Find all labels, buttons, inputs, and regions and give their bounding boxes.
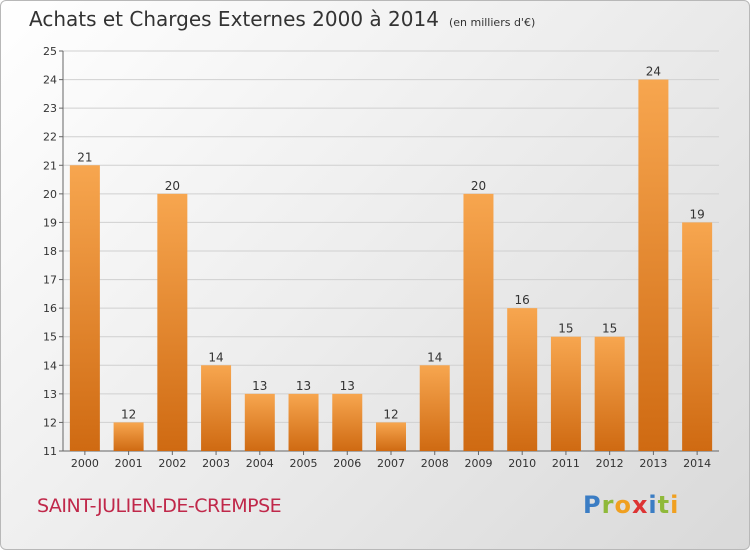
title-text: Achats et Charges Externes 2000 à 2014 (29, 7, 439, 31)
x-tick-label: 2002 (158, 457, 186, 470)
x-tick-labels: 2000 2001 2002 2003 2004 2005 2006 2007 2008 2009… (71, 451, 711, 470)
x-tick-label: 2007 (377, 457, 405, 470)
bar-2012[interactable] (594, 336, 625, 451)
x-tick-label: 2008 (421, 457, 449, 470)
bar-2002[interactable] (157, 193, 188, 451)
chart-title: Achats et Charges Externes 2000 à 2014 (e… (29, 7, 535, 31)
bar-2001[interactable] (113, 422, 144, 451)
title-unit: (en milliers d'€) (448, 16, 536, 29)
bar-2013[interactable] (638, 79, 669, 452)
data-labels: 21 12 20 14 13 13 13 12 14 20 16 15 15 24 19 (77, 65, 705, 422)
data-label: 14 (427, 350, 442, 364)
bar-2005[interactable] (288, 393, 319, 451)
data-label: 21 (77, 150, 92, 164)
bar-2008[interactable] (419, 365, 450, 451)
x-tick-label: 2010 (508, 457, 536, 470)
y-tick-label: 18 (43, 245, 57, 258)
x-tick-label: 2011 (552, 457, 580, 470)
bar-2011[interactable] (550, 336, 581, 451)
data-label: 13 (296, 379, 311, 393)
x-tick-label: 2013 (639, 457, 667, 470)
x-tick-label: 2001 (115, 457, 143, 470)
y-tick-label: 25 (43, 45, 57, 58)
y-tick-label: 14 (43, 359, 57, 372)
data-label: 24 (646, 65, 661, 79)
data-label: 13 (252, 379, 267, 393)
x-tick-label: 2000 (71, 457, 99, 470)
x-tick-label: 2003 (202, 457, 230, 470)
x-tick-label: 2005 (290, 457, 318, 470)
data-label: 20 (165, 179, 180, 193)
bar-2003[interactable] (201, 365, 232, 451)
data-label: 20 (471, 179, 486, 193)
y-tick-label: 15 (43, 331, 57, 344)
bars (69, 79, 713, 452)
data-label: 12 (121, 407, 136, 421)
data-label: 15 (602, 322, 617, 336)
bar-2006[interactable] (332, 393, 363, 451)
proxiti-logo[interactable]: Proxiti (583, 491, 680, 519)
data-label: 14 (208, 350, 223, 364)
data-label: 16 (515, 293, 530, 307)
y-tick-label: 20 (43, 188, 57, 201)
data-label: 13 (340, 379, 355, 393)
bar-2010[interactable] (507, 308, 538, 451)
y-tick-label: 11 (43, 445, 57, 458)
bar-2009[interactable] (463, 193, 494, 451)
y-tick-label: 12 (43, 416, 57, 429)
y-tick-label: 17 (43, 274, 57, 287)
data-label: 19 (689, 207, 704, 221)
y-tick-label: 13 (43, 388, 57, 401)
y-tick-labels: 11 12 13 14 15 16 17 18 19 20 21 22 23 24 25 (43, 45, 63, 458)
x-tick-label: 2014 (683, 457, 711, 470)
y-tick-label: 21 (43, 159, 57, 172)
x-tick-label: 2009 (464, 457, 492, 470)
x-tick-label: 2012 (596, 457, 624, 470)
bar-2014[interactable] (682, 222, 713, 451)
y-tick-label: 23 (43, 102, 57, 115)
y-tick-label: 16 (43, 302, 57, 315)
x-tick-label: 2006 (333, 457, 361, 470)
y-tick-label: 22 (43, 131, 57, 144)
y-tick-label: 24 (43, 74, 57, 87)
bar-2004[interactable] (244, 393, 275, 451)
y-tick-label: 19 (43, 216, 57, 229)
bar-2000[interactable] (69, 165, 100, 452)
bar-2007[interactable] (376, 422, 406, 451)
x-tick-label: 2004 (246, 457, 274, 470)
data-label: 15 (558, 322, 573, 336)
commune-name: SAINT-JULIEN-DE-CREMPSE (37, 495, 282, 517)
data-label: 12 (383, 407, 398, 421)
